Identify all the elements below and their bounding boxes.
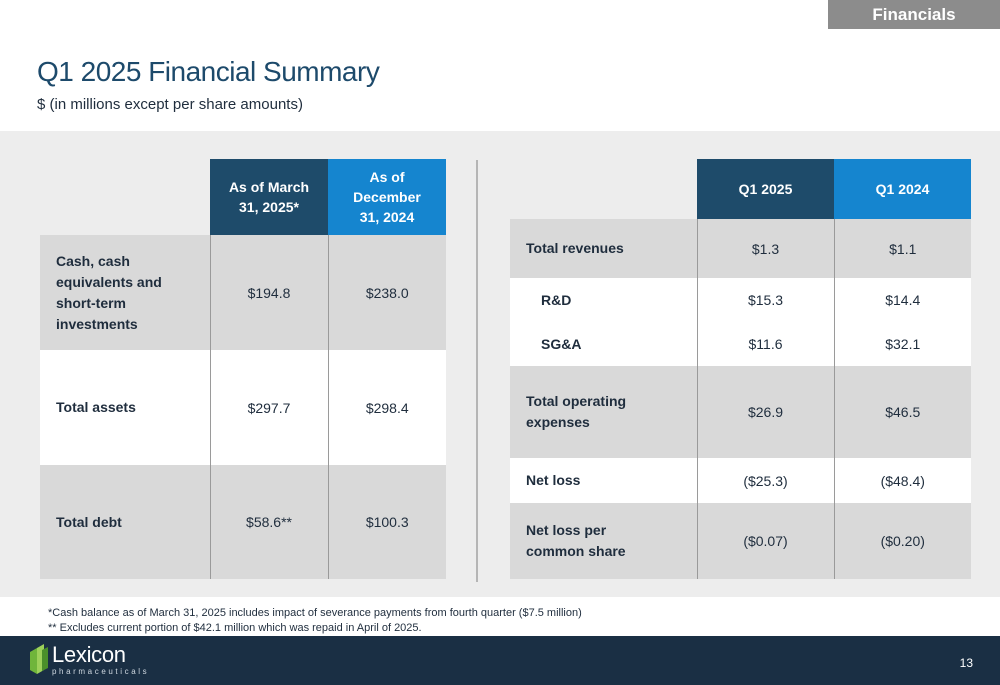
row-value: $194.8 [210,235,329,350]
row-value: $298.4 [365,399,409,416]
row-value: $32.1 [885,336,921,352]
table-row: Total debt $58.6** $100.3 [40,465,446,579]
row-value: $238.0 [365,284,409,301]
logo-mark-icon [30,644,48,674]
table-divider [476,160,478,582]
row-value: $26.9 [697,366,835,458]
table-row: Net loss ($25.3) ($48.4) [510,458,971,503]
company-logo: Lexicon pharmaceuticals [30,644,149,676]
row-value: $15.3 [697,278,835,322]
table-row: SG&A $11.6 $32.1 [510,322,971,366]
header-q1-2024: Q1 2024 [834,159,971,219]
footnotes: *Cash balance as of March 31, 2025 inclu… [48,606,582,636]
row-value: $100.3 [365,514,409,530]
row-label: Total revenues [510,219,698,278]
row-label: Net loss per common share [510,503,698,579]
page-subtitle: $ (in millions except per share amounts) [37,96,303,113]
row-value: ($48.4) [880,472,925,489]
footnote: ** Excludes current portion of $42.1 mil… [48,622,422,634]
row-value: $1.1 [889,240,917,257]
footer-bar [0,636,1000,685]
row-value: ($25.3) [697,458,835,503]
table-header-row: Q1 2025 Q1 2024 [510,159,971,219]
row-label: R&D [510,278,698,322]
row-label: Cash, cash equivalents and short-term in… [40,235,211,350]
income-statement-table: Q1 2025 Q1 2024 Total revenues $1.3 $1.1… [510,159,971,579]
footnote: *Cash balance as of March 31, 2025 inclu… [48,607,582,619]
row-value: $58.6** [210,465,329,579]
logo-name: Lexicon [52,642,126,667]
row-label: Total assets [40,350,211,465]
header-march-2025: As of March 31, 2025* [210,159,328,235]
header-blank-cell [510,159,697,219]
table-header-row: As of March 31, 2025* As of December 31,… [40,159,446,235]
logo-subtitle: pharmaceuticals [52,667,150,676]
row-value: $297.7 [210,350,329,465]
header-december-2024: As of December 31, 2024 [328,159,446,235]
row-value: $1.3 [697,219,835,278]
table-row: Total assets $297.7 $298.4 [40,350,446,465]
section-tag: Financials [828,0,1000,29]
row-label: Net loss [510,458,698,503]
balance-sheet-table: As of March 31, 2025* As of December 31,… [40,159,446,579]
row-label: Total operating expenses [510,366,698,458]
page-title: Q1 2025 Financial Summary [37,56,380,87]
row-value: $14.4 [885,292,921,308]
row-value: ($0.20) [880,533,925,549]
header-q1-2025: Q1 2025 [697,159,834,219]
table-row: Total revenues $1.3 $1.1 [510,219,971,278]
row-value: ($0.07) [697,503,835,579]
table-row: Total operating expenses $26.9 $46.5 [510,366,971,458]
row-value: $11.6 [697,322,835,366]
page-number: 13 [959,656,973,670]
header-blank-cell [40,159,210,235]
table-row: Net loss per common share ($0.07) ($0.20… [510,503,971,579]
row-value: $46.5 [885,404,921,420]
row-label: Total debt [40,465,211,579]
row-label: SG&A [510,322,698,366]
table-row: R&D $15.3 $14.4 [510,278,971,322]
table-row: Cash, cash equivalents and short-term in… [40,235,446,350]
